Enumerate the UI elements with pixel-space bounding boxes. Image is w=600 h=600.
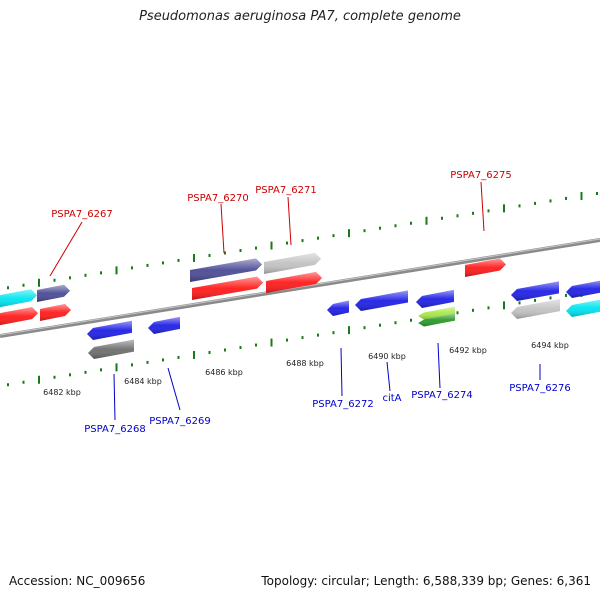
gene-label[interactable]: PSPA7_6268 <box>84 424 145 435</box>
ruler-label: 6492 kbp <box>449 346 487 355</box>
backbone-highlight <box>0 238 600 336</box>
labels: PSPA7_6267 PSPA7_6270 PSPA7_6271 PSPA7_6275… <box>43 170 571 435</box>
gene-reverse-blue-shading <box>566 280 600 298</box>
label-leaders <box>49 181 541 421</box>
gene-features <box>0 252 600 359</box>
gene-reverse-blue-shading <box>87 320 132 340</box>
reverse-leader-line <box>167 367 181 411</box>
gene-reverse-green-shading <box>418 313 455 327</box>
gene-forward-red-shading <box>40 304 71 321</box>
gene-reverse-blue-shading <box>148 316 180 334</box>
gene-reverse-gray-shading <box>511 299 560 319</box>
forward-leader-line <box>49 221 83 277</box>
ruler-label: 6486 kbp <box>205 368 243 377</box>
reverse-leader-line <box>386 361 391 392</box>
ruler-label: 6482 kbp <box>43 388 81 397</box>
gene-forward-red-shading <box>192 276 263 300</box>
gene-forward-red-shading <box>0 307 38 326</box>
gene-label[interactable]: PSPA7_6267 <box>51 209 112 220</box>
ruler-label: 6494 kbp <box>531 341 569 350</box>
gene-label[interactable]: PSPA7_6270 <box>187 193 248 204</box>
reverse-leader-line <box>340 347 343 397</box>
gene-label[interactable]: PSPA7_6274 <box>411 390 472 401</box>
ruler-label: 6488 kbp <box>286 359 324 368</box>
gene-reverse-blue-shading <box>416 289 454 308</box>
gene-forward-navy-shading <box>37 284 70 302</box>
gene-reverse-cyan-shading <box>566 299 600 317</box>
reverse-leader-line <box>437 342 441 389</box>
gene-label[interactable]: PSPA7_6272 <box>312 399 373 410</box>
gene-forward-red-shading <box>266 272 322 293</box>
forward-leader-line <box>287 196 292 246</box>
gene-forward-red-shading <box>465 258 506 277</box>
ruler-label: 6490 kbp <box>368 352 406 361</box>
gene-forward-cyan-shading <box>0 289 37 308</box>
gene-label[interactable]: PSPA7_6271 <box>255 185 316 196</box>
gene-label[interactable]: PSPA7_6269 <box>149 416 210 427</box>
gene-label[interactable]: PSPA7_6276 <box>509 383 570 394</box>
gene-reverse-lime-shading <box>418 306 455 320</box>
gene-reverse-blue-shading <box>511 281 559 301</box>
forward-leader-line <box>220 203 225 254</box>
genome-backbone <box>0 238 600 338</box>
map-title: Pseudomonas aeruginosa PA7, complete gen… <box>139 9 461 24</box>
forward-leader-line <box>480 181 485 232</box>
ruler-ticks <box>7 191 598 387</box>
gene-label[interactable]: PSPA7_6275 <box>450 170 511 181</box>
gene-forward-navy-shading <box>190 258 262 282</box>
ruler-label: 6484 kbp <box>124 377 162 386</box>
reverse-leader-line <box>113 373 116 421</box>
gene-label[interactable]: citA <box>382 393 401 404</box>
gene-reverse-blue-shading <box>327 300 349 316</box>
accession-text: Accession: NC_009656 <box>9 574 146 588</box>
gene-reverse-darkgray-shading <box>88 339 134 359</box>
gene-reverse-blue-shading <box>355 290 408 311</box>
backbone-line <box>0 238 600 338</box>
genome-summary: Topology: circular; Length: 6,588,339 bp… <box>261 574 591 588</box>
gene-forward-gray-shading <box>264 252 321 274</box>
